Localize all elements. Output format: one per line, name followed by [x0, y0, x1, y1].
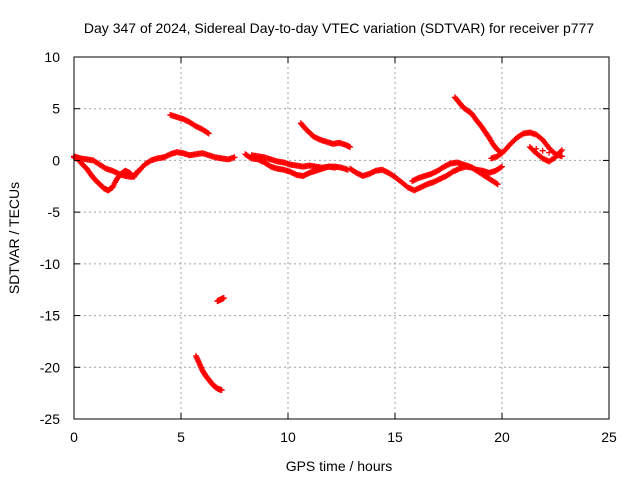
y-tick-label: -5 — [48, 204, 61, 220]
grid — [74, 57, 609, 419]
y-tick-label: -25 — [40, 411, 60, 427]
series-early-baseline — [71, 153, 167, 180]
y-tick-label: -20 — [40, 359, 60, 375]
y-tick-label: -10 — [40, 256, 60, 272]
data-point — [220, 294, 227, 301]
data-point — [539, 147, 546, 154]
data-point — [558, 147, 565, 154]
series-short-track — [214, 294, 227, 305]
x-tick-label: 25 — [601, 429, 617, 445]
data-point — [494, 181, 501, 188]
data-point — [347, 143, 354, 150]
x-tick-label: 0 — [70, 429, 78, 445]
series-late-cluster — [488, 129, 565, 165]
data-point — [546, 149, 553, 156]
x-tick-label: 5 — [177, 429, 185, 445]
chart-title: Day 347 of 2024, Sidereal Day-to-day VTE… — [84, 20, 594, 36]
series-midday-band-b — [248, 152, 339, 171]
y-axis-title: SDTVAR / TECUs — [6, 182, 22, 294]
series-deep-track — [192, 352, 225, 394]
data-point — [497, 164, 504, 171]
data-point — [204, 129, 211, 136]
x-tick-label: 10 — [280, 429, 296, 445]
data-point — [499, 163, 505, 170]
data-point — [218, 387, 225, 394]
data-point — [493, 180, 500, 187]
series-morning-band — [160, 149, 238, 163]
series-high-arc-2 — [297, 120, 354, 150]
series-high-arc-1 — [167, 111, 212, 137]
data-series — [71, 94, 565, 394]
data-point — [231, 154, 238, 161]
data-point — [558, 153, 565, 160]
y-tick-label: 0 — [52, 152, 60, 168]
y-tick-label: 10 — [44, 49, 60, 65]
data-point — [205, 130, 212, 137]
series-afternoon-band-b — [409, 159, 505, 185]
x-tick-label: 15 — [387, 429, 403, 445]
axis-ticks: 0 5 10 15 20 25 -25 -20 -15 -10 -5 0 5 10 — [40, 49, 617, 445]
series-high-arc-3 — [451, 94, 505, 157]
plot-frame — [73, 56, 610, 420]
y-tick-label: 5 — [52, 101, 60, 117]
data-point — [332, 164, 339, 171]
x-axis-title: GPS time / hours — [286, 458, 393, 474]
y-tick-label: -15 — [40, 308, 60, 324]
x-tick-label: 20 — [494, 429, 510, 445]
